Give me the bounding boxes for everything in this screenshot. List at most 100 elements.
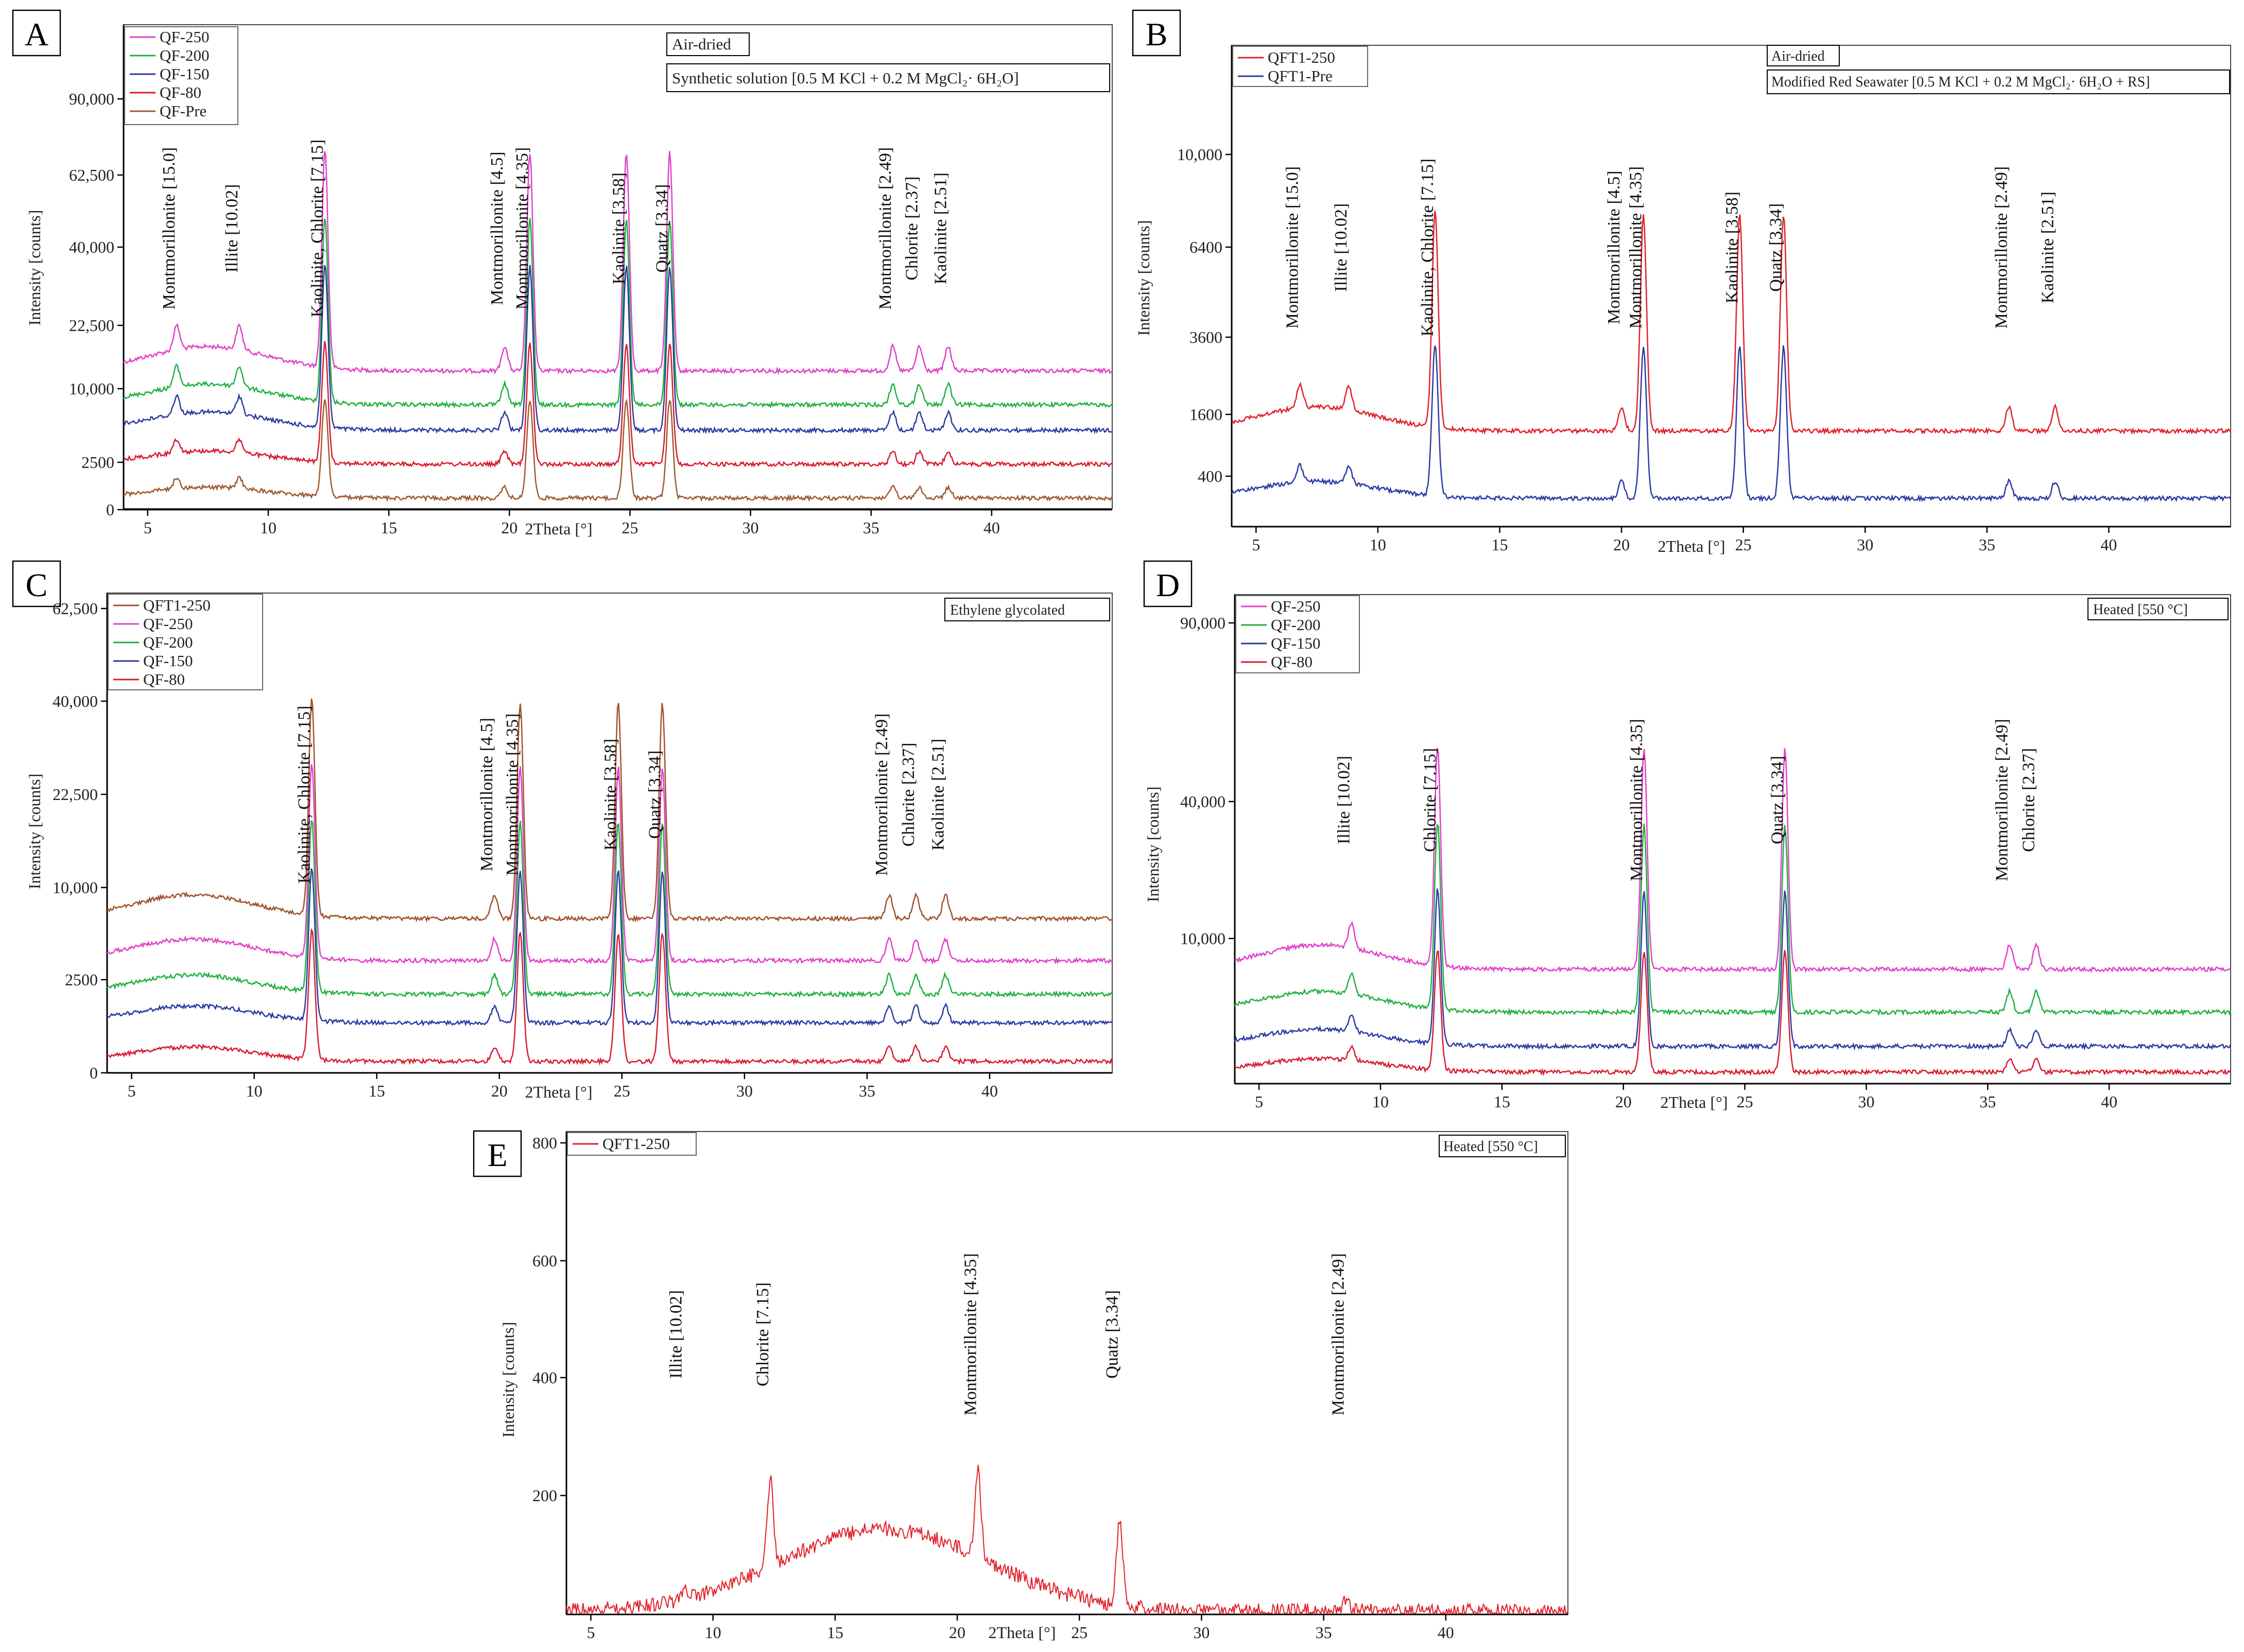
peak-label: Kaolinite, Chlorite [7.15] xyxy=(295,706,314,884)
panel-b-x-label: 2Theta [°] xyxy=(1658,537,1725,555)
panel-c-label: C xyxy=(26,567,48,603)
x-tick-label: 40 xyxy=(1438,1623,1454,1642)
y-tick-label: 600 xyxy=(532,1251,557,1270)
x-tick-label: 40 xyxy=(981,1082,998,1100)
x-tick-label: 20 xyxy=(501,518,517,537)
peak-label: Quatz [3.34] xyxy=(1767,203,1786,292)
y-tick-label: 40,000 xyxy=(53,692,98,710)
peak-label: Montmorillonite [4.35] xyxy=(1627,166,1646,328)
panel-d-peak-labels: Illite [10.02] Chlorite [7.15] Montmorillo… xyxy=(1334,719,2038,881)
peak-label: Chlorite [2.37] xyxy=(902,177,921,281)
legend-entry: QF-80 xyxy=(1271,653,1313,671)
x-tick-label: 40 xyxy=(2100,535,2117,554)
panel-d-label: D xyxy=(1156,567,1180,603)
y-tick-label: 62,500 xyxy=(69,166,114,184)
peak-label: Montmorillonite [4.5] xyxy=(477,718,496,871)
panel-d-x-label: 2Theta [°] xyxy=(1661,1093,1728,1111)
x-tick-label: 15 xyxy=(1494,1092,1510,1111)
x-tick-label: 30 xyxy=(1193,1623,1210,1642)
panel-c: C 5 10 15 20 25 30 35 40 0 2500 10,000 22,500 40,00… xyxy=(12,560,1113,1101)
panel-d-frame xyxy=(1234,594,2231,1084)
y-tick-label: 400 xyxy=(1198,467,1222,485)
x-tick-label: 40 xyxy=(2101,1092,2117,1111)
x-tick-label: 10 xyxy=(705,1623,721,1642)
series-line-QF-250 xyxy=(123,151,1113,375)
peak-label: Quatz [3.34] xyxy=(1102,1290,1121,1379)
y-tick-label: 90,000 xyxy=(1180,614,1225,632)
x-tick-label: 30 xyxy=(1857,535,1873,554)
legend-entry: QF-250 xyxy=(160,28,209,46)
peak-label: Kaolinite [2.51] xyxy=(2038,192,2057,303)
y-tick-label: 800 xyxy=(532,1134,557,1152)
x-tick-label: 20 xyxy=(949,1623,965,1642)
panel-b-y-ticks: 400 1600 3600 6400 10,000 xyxy=(1177,145,1232,485)
y-tick-label: 2500 xyxy=(81,453,114,472)
x-tick-label: 5 xyxy=(128,1082,136,1100)
series-line-QF-80 xyxy=(123,341,1113,468)
y-tick-label: 10,000 xyxy=(53,878,98,897)
legend-entry: QFT1-Pre xyxy=(1268,67,1333,85)
series-line-QF-80 xyxy=(107,928,1113,1066)
y-tick-label: 90,000 xyxy=(69,90,114,108)
panel-e-y-label: Intensity [counts] xyxy=(499,1322,517,1438)
legend-entry: QF-200 xyxy=(1271,616,1320,634)
panel-a-x-ticks: 5 10 15 20 25 30 35 40 xyxy=(144,510,1000,537)
x-tick-label: 10 xyxy=(260,518,277,537)
x-tick-label: 25 xyxy=(622,518,638,537)
peak-label: Montmorillonite [2.49] xyxy=(1993,719,2012,881)
y-tick-label: 10,000 xyxy=(1180,929,1225,948)
panel-d-x-ticks: 5 10 15 20 25 30 35 40 xyxy=(1255,1084,2117,1111)
panel-a-y-label: Intensity [counts] xyxy=(25,210,44,326)
x-tick-label: 10 xyxy=(1372,1092,1389,1111)
peak-label: Kaolinite [3.58] xyxy=(609,172,628,284)
panel-e: E 5 10 15 20 25 30 35 40 200 400 600 800 Illite [1… xyxy=(473,1130,1568,1642)
peak-label: Illite [10.02] xyxy=(667,1290,686,1379)
panel-b-x-ticks: 5 10 15 20 25 30 35 40 xyxy=(1252,527,2117,554)
panel-c-y-ticks: 0 2500 10,000 22,500 40,000 62,500 xyxy=(53,599,107,1082)
panel-e-peak-labels: Illite [10.02] Chlorite [7.15] Montmorillo… xyxy=(667,1253,1348,1415)
peak-label: Chlorite [2.37] xyxy=(2019,748,2039,852)
panel-a-label: A xyxy=(25,16,48,53)
series-line-QF-80 xyxy=(1234,950,2231,1076)
x-tick-label: 35 xyxy=(1979,535,1995,554)
x-tick-label: 35 xyxy=(1316,1623,1332,1642)
peak-label: Chlorite [7.15] xyxy=(1421,748,1440,852)
peak-label: Kaolinite [2.51] xyxy=(928,739,947,850)
panel-b-annotation-1: Air-dried xyxy=(1771,48,1825,64)
peak-label: Quatz [3.34] xyxy=(645,751,664,839)
panel-c-x-label: 2Theta [°] xyxy=(525,1083,593,1101)
series-line-QF-150 xyxy=(1234,888,2232,1051)
panel-d-y-ticks: 10,000 40,000 90,000 xyxy=(1180,614,1235,948)
panel-e-label: E xyxy=(487,1137,507,1173)
peak-label: Illite [10.02] xyxy=(222,184,241,273)
x-tick-label: 15 xyxy=(369,1082,385,1100)
y-tick-label: 22,500 xyxy=(53,785,98,804)
panel-a-annotation-2: Synthetic solution [0.5 M KCl + 0.2 M Mg… xyxy=(672,69,1019,87)
peak-label: Montmorillonite [2.49] xyxy=(872,714,891,876)
x-tick-label: 25 xyxy=(1737,1092,1753,1111)
x-tick-label: 30 xyxy=(743,518,759,537)
series-line-QFT1-250 xyxy=(1231,211,2232,436)
panel-e-x-label: 2Theta [°] xyxy=(989,1623,1056,1642)
x-tick-label: 5 xyxy=(1255,1092,1263,1111)
x-tick-label: 5 xyxy=(144,518,152,537)
y-tick-label: 0 xyxy=(90,1064,98,1082)
x-tick-label: 10 xyxy=(1370,535,1386,554)
y-tick-label: 0 xyxy=(106,500,114,519)
legend-entry: QFT1-250 xyxy=(602,1135,670,1153)
legend-entry: QF-150 xyxy=(143,652,193,670)
legend-entry: QFT1-250 xyxy=(1268,48,1335,66)
peak-label: Montmorillonite [4.5] xyxy=(1604,170,1624,324)
peak-label: Montmorillonite [2.49] xyxy=(1992,166,2011,328)
legend-entry: QF-150 xyxy=(160,65,209,83)
panel-d-annotation-1: Heated [550 °C] xyxy=(2093,602,2188,618)
y-tick-label: 22,500 xyxy=(69,316,114,335)
x-tick-label: 10 xyxy=(246,1082,263,1100)
peak-label: Montmorillonite [15.0] xyxy=(160,147,179,309)
peak-label: Quatz [3.34] xyxy=(1768,756,1787,844)
x-tick-label: 40 xyxy=(983,518,1000,537)
panel-c-x-ticks: 5 10 15 20 25 30 35 40 xyxy=(128,1073,998,1100)
